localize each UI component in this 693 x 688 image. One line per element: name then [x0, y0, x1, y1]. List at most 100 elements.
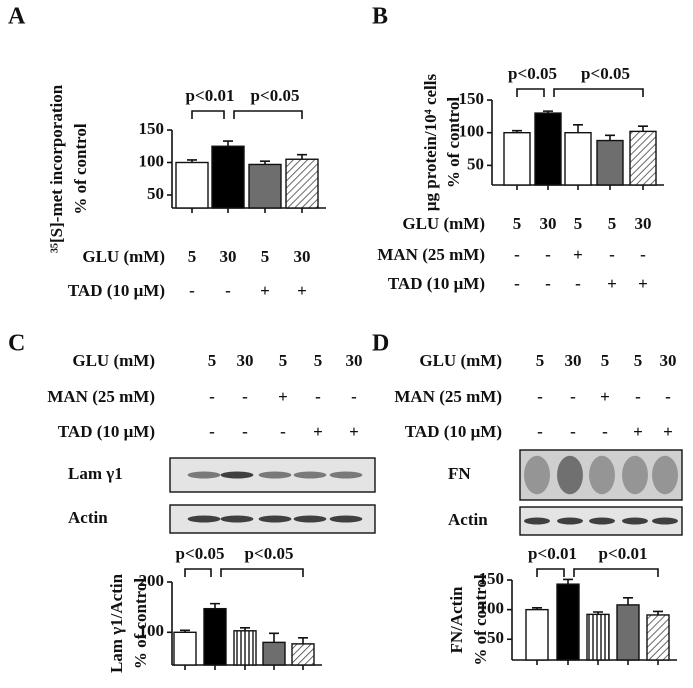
p-value: p<0.05 — [508, 64, 557, 83]
sig-bracket — [573, 568, 659, 577]
condition-value: + — [349, 422, 359, 441]
condition-value: - — [242, 387, 248, 406]
bar — [564, 131, 592, 186]
condition-value: + — [573, 245, 583, 264]
condition-label: GLU (mM) — [419, 351, 502, 370]
y-tick-label: 150 — [459, 89, 485, 108]
condition-value: - — [514, 274, 520, 293]
bar — [203, 607, 227, 666]
sig-bracket — [220, 568, 304, 577]
sig-bracket — [233, 110, 303, 119]
blot-label: Actin — [448, 510, 488, 529]
bar — [262, 641, 286, 666]
blot-band — [589, 455, 615, 495]
condition-value: + — [297, 281, 307, 300]
blot-band — [652, 455, 678, 495]
condition-value: - — [537, 422, 543, 441]
bar — [586, 613, 610, 661]
error-bar — [298, 637, 308, 644]
error-bar — [638, 125, 648, 132]
p-value: p<0.01 — [528, 544, 577, 563]
condition-value: 5 — [208, 351, 217, 370]
panel-b: Bμg protein/10⁴ cells% of control 50 100 15… — [372, 4, 664, 293]
y-tick-label: 100 — [479, 599, 505, 618]
bar — [556, 583, 580, 661]
condition-value: - — [209, 387, 215, 406]
panel-label: D — [372, 331, 389, 357]
blot-band — [652, 517, 678, 525]
y-tick-label: 100 — [459, 122, 485, 141]
condition-value: - — [570, 422, 576, 441]
y-tick-label: 200 — [139, 571, 165, 590]
blot-band — [557, 455, 583, 495]
y-axis-label: Lam γ1/Actin — [107, 573, 126, 673]
p-value: p<0.05 — [176, 544, 225, 563]
bar — [525, 608, 549, 661]
condition-value: + — [278, 387, 288, 406]
y-axis-label: FN/Actin — [447, 586, 466, 654]
condition-label: GLU (mM) — [72, 351, 155, 370]
error-bar — [573, 124, 583, 133]
bar — [646, 614, 670, 661]
blot-band — [187, 471, 221, 479]
condition-value: - — [635, 387, 641, 406]
blot-band — [293, 515, 327, 523]
condition-value: - — [189, 281, 195, 300]
condition-value: 30 — [540, 214, 557, 233]
p-value: p<0.05 — [581, 64, 630, 83]
blot-label: Lam γ1 — [68, 464, 123, 483]
blot-band — [329, 471, 363, 479]
blot-band — [622, 517, 648, 525]
condition-value: 30 — [635, 214, 652, 233]
condition-value: 5 — [188, 247, 197, 266]
blot-band — [258, 471, 292, 479]
condition-value: - — [537, 387, 543, 406]
error-bar — [623, 596, 633, 605]
y-tick-label: 150 — [479, 569, 505, 588]
error-bar — [605, 134, 615, 141]
condition-label: MAN (25 mM) — [377, 245, 485, 264]
sig-bracket — [536, 568, 565, 577]
condition-value: 5 — [601, 351, 610, 370]
condition-value: - — [280, 422, 286, 441]
sig-bracket — [516, 88, 545, 97]
blot-band — [220, 471, 254, 479]
condition-value: 5 — [314, 351, 323, 370]
blot-band — [220, 515, 254, 523]
bar — [285, 158, 319, 209]
condition-label: TAD (10 μM) — [68, 281, 165, 300]
condition-value: 30 — [294, 247, 311, 266]
blot-label: FN — [448, 464, 471, 483]
bar — [629, 130, 657, 186]
blot-label: Actin — [68, 508, 108, 527]
bar — [291, 643, 315, 666]
condition-value: - — [209, 422, 215, 441]
y-tick-label: 50 — [147, 184, 164, 203]
sig-bracket — [553, 88, 644, 97]
sig-bracket — [184, 568, 212, 577]
sig-bracket — [191, 110, 225, 119]
p-value: p<0.01 — [186, 86, 235, 105]
y-tick-label: 100 — [139, 151, 165, 170]
panel-label: C — [8, 331, 25, 357]
bar — [534, 112, 562, 186]
blot-band — [622, 455, 648, 495]
y-tick-label: 50 — [487, 628, 504, 647]
condition-value: + — [663, 422, 673, 441]
bar — [596, 139, 624, 186]
condition-value: - — [514, 245, 520, 264]
condition-value: 30 — [660, 351, 677, 370]
blot-band — [589, 517, 615, 525]
condition-value: + — [260, 281, 270, 300]
blot-band — [187, 515, 221, 523]
condition-label: MAN (25 mM) — [47, 387, 155, 406]
panel-label: B — [372, 4, 388, 30]
condition-label: GLU (mM) — [82, 247, 165, 266]
error-bar — [223, 140, 233, 147]
y-axis-label: % of control — [471, 574, 490, 666]
y-axis-label: % of control — [71, 123, 90, 215]
error-bar — [210, 602, 220, 609]
condition-value: - — [602, 422, 608, 441]
condition-label: TAD (10 μM) — [405, 422, 502, 441]
